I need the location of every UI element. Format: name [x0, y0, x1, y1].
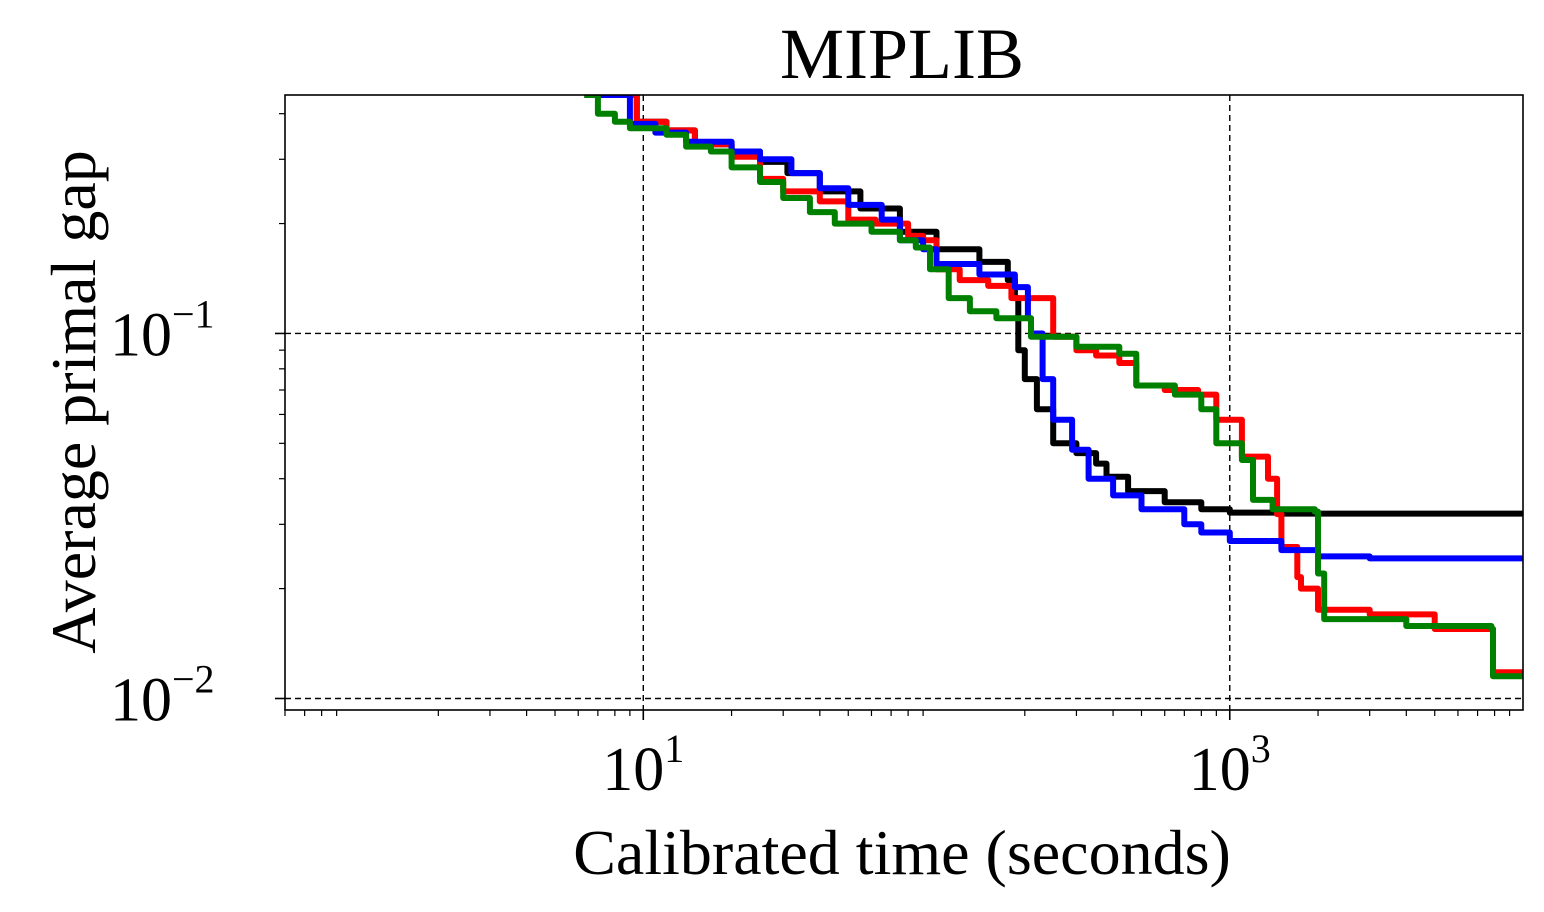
y-axis-label: Average primal gap — [38, 150, 109, 653]
series-lines — [584, 95, 1523, 680]
y-tick-label: 10−2 — [110, 656, 215, 734]
y-tick-label: 10−1 — [110, 291, 215, 369]
series-line-4 — [584, 95, 1523, 680]
plot-frame — [284, 94, 1524, 711]
x-tick-label: 103 — [1189, 726, 1271, 804]
series-line-3 — [584, 95, 1523, 562]
axis-ticks — [275, 113, 1511, 720]
grid-lines — [285, 95, 1523, 710]
x-axis-label: Calibrated time (seconds) — [573, 817, 1231, 888]
x-tick-label: 101 — [602, 726, 684, 804]
chart-title: MIPLIB — [780, 14, 1024, 94]
axis-tick-labels: 101 103 10−2 10−1 — [110, 291, 1271, 804]
